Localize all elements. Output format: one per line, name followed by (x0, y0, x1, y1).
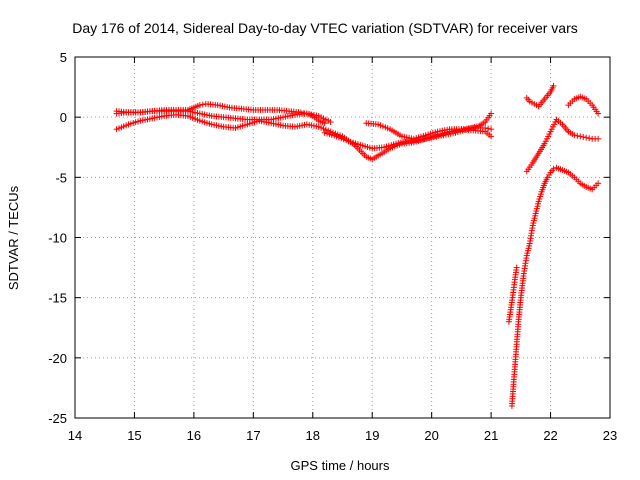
data-point-series-7 (577, 133, 584, 140)
data-point-series-7 (595, 135, 602, 142)
tick-layer (74, 56, 611, 419)
x-tick-label: 22 (543, 428, 557, 443)
x-tick-label: 17 (246, 428, 260, 443)
data-point-series-8 (550, 82, 557, 89)
point-layer (113, 82, 602, 409)
data-point-series-6 (513, 264, 520, 271)
plot-frame (74, 56, 611, 419)
y-tick-label: -20 (48, 351, 67, 366)
x-tick-label: 15 (127, 428, 141, 443)
y-tick-label: 5 (60, 50, 67, 65)
data-point-series-1 (327, 118, 334, 125)
x-tick-label: 20 (424, 428, 438, 443)
x-axis-label: GPS time / hours (291, 458, 390, 473)
data-point-series-5 (595, 180, 602, 187)
data-point-series-0 (321, 120, 328, 127)
y-tick-label: -15 (48, 291, 67, 306)
data-point-series-2 (488, 126, 495, 133)
data-point-series-3 (488, 110, 495, 117)
y-tick-label: 0 (60, 110, 67, 125)
data-point-series-7 (571, 132, 578, 139)
data-point-series-7 (580, 134, 587, 141)
data-point-series-7 (574, 132, 581, 139)
data-point-series-2 (485, 125, 492, 132)
x-tick-label: 16 (187, 428, 201, 443)
data-point-series-0 (199, 101, 206, 108)
tick-label-layer: 14 15 16 17 18 19 20 21 22 23 -25 -20 -15 -10 -5 0 5 (48, 50, 617, 443)
data-point-series-9 (595, 110, 602, 117)
data-point-series-7 (586, 135, 593, 142)
data-point-series-0 (196, 102, 203, 109)
x-tick-label: 14 (68, 428, 82, 443)
y-tick-label: -10 (48, 231, 67, 246)
data-point-series-4 (488, 133, 495, 140)
x-tick-label: 23 (603, 428, 617, 443)
y-tick-label: -5 (55, 170, 67, 185)
x-tick-label: 21 (484, 428, 498, 443)
x-tick-label: 18 (306, 428, 320, 443)
chart-title: Day 176 of 2014, Sidereal Day-to-day VTE… (72, 20, 578, 36)
y-axis-label: SDTVAR / TECUs (6, 185, 21, 290)
x-tick-label: 19 (365, 428, 379, 443)
y-tick-label: -25 (48, 411, 67, 426)
data-point-series-7 (583, 134, 590, 141)
